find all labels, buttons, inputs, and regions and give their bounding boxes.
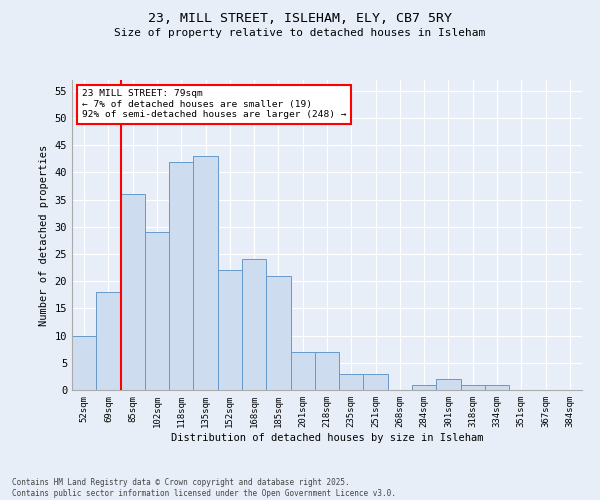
Bar (315, 352, 339, 390)
Bar (72, 336, 96, 390)
Bar (364, 374, 388, 390)
Bar (266, 276, 290, 390)
Bar (339, 374, 364, 390)
Bar (290, 352, 315, 390)
Bar (169, 162, 193, 390)
Text: Contains HM Land Registry data © Crown copyright and database right 2025.
Contai: Contains HM Land Registry data © Crown c… (12, 478, 396, 498)
Bar (412, 384, 436, 390)
Bar (193, 156, 218, 390)
Text: Size of property relative to detached houses in Isleham: Size of property relative to detached ho… (115, 28, 485, 38)
Y-axis label: Number of detached properties: Number of detached properties (39, 144, 49, 326)
Text: 23 MILL STREET: 79sqm
← 7% of detached houses are smaller (19)
92% of semi-detac: 23 MILL STREET: 79sqm ← 7% of detached h… (82, 90, 347, 119)
Bar (485, 384, 509, 390)
Bar (242, 260, 266, 390)
X-axis label: Distribution of detached houses by size in Isleham: Distribution of detached houses by size … (171, 432, 483, 442)
Text: 23, MILL STREET, ISLEHAM, ELY, CB7 5RY: 23, MILL STREET, ISLEHAM, ELY, CB7 5RY (148, 12, 452, 26)
Bar (461, 384, 485, 390)
Bar (436, 379, 461, 390)
Bar (145, 232, 169, 390)
Bar (121, 194, 145, 390)
Bar (218, 270, 242, 390)
Bar (96, 292, 121, 390)
